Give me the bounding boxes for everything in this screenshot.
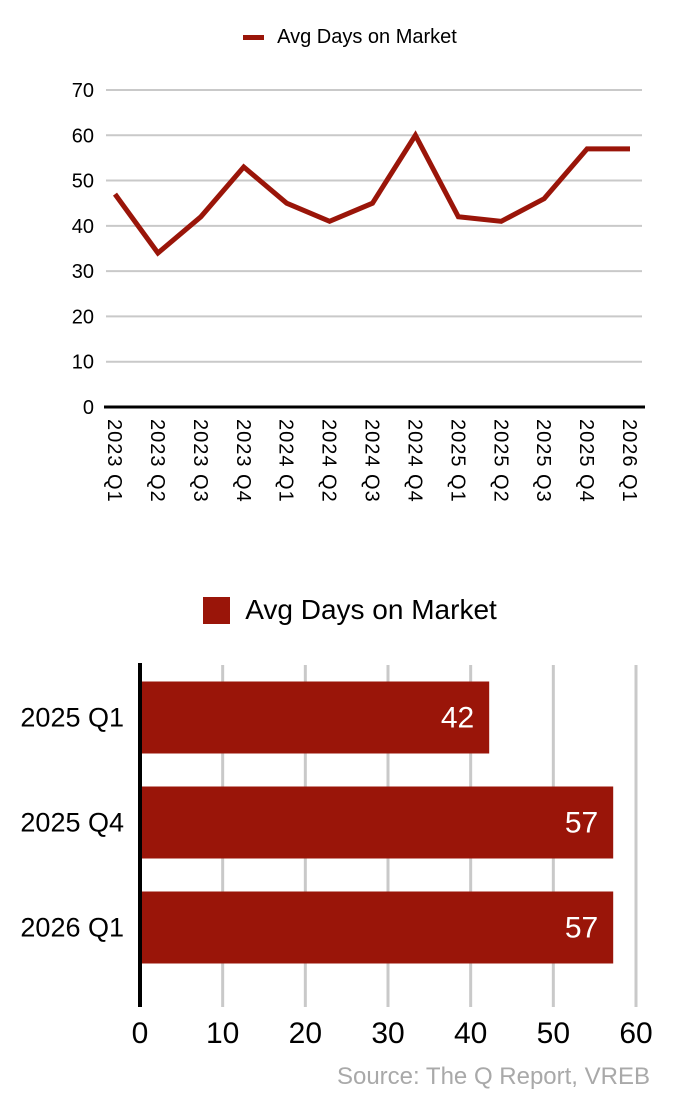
line-legend-swatch-icon [243,35,265,40]
x-tick-label: 2023 Q4 [232,419,254,503]
y-tick-label: 30 [72,261,94,283]
x-tick-label: 2024 Q4 [403,419,425,503]
x-tick-label: 2024 Q2 [318,419,340,503]
x-tick-label: 30 [371,1017,404,1050]
bar [142,786,614,859]
y-tick-label: 10 [72,352,94,374]
x-tick-label: 2026 Q1 [618,419,640,503]
bar-legend-label: Avg Days on Market [245,594,497,625]
line-chart: 0 10 20 30 40 50 60 70 2023 Q1 2023 Q2 2023 Q3 2023… [72,80,645,503]
bar-chart: 42 2025 Q1 57 2025 Q4 57 2026 Q1 0 10 20 30 40 50 60 [20,663,653,1050]
x-tick-label: 40 [454,1017,487,1050]
bar-value-label: 57 [565,807,598,840]
y-tick-label: 0 [83,397,94,419]
x-tick-label: 20 [289,1017,322,1050]
bar-value-label: 42 [441,702,474,735]
line-legend-label: Avg Days on Market [277,26,457,48]
y-tick-label: 50 [72,171,94,193]
y-tick-label: 40 [72,216,94,238]
x-tick-label: 2025 Q2 [489,419,511,503]
y-tick-label: 60 [72,125,94,147]
bar-category-label: 2025 Q1 [20,703,124,733]
y-tick-label: 20 [72,306,94,328]
x-tick-label: 50 [537,1017,570,1050]
x-tick-label: 2025 Q3 [532,419,554,503]
y-tick-label: 70 [72,80,94,102]
x-tick-label: 2024 Q3 [361,419,383,503]
line-series-path [112,130,630,257]
bar [142,891,614,964]
x-tick-label: 2025 Q1 [446,419,468,503]
x-tick-label: 10 [206,1017,239,1050]
bar-category-label: 2025 Q4 [20,808,124,838]
line-chart-legend: Avg Days on Market [0,26,700,49]
x-tick-label: 60 [619,1017,652,1050]
x-tick-label: 0 [132,1017,149,1050]
bar [142,681,490,754]
bar-value-label: 57 [565,912,598,945]
x-tick-label: 2024 Q1 [275,419,297,503]
bar-chart-legend: Avg Days on Market [0,594,700,626]
bar-legend-swatch-icon [203,596,231,624]
x-tick-label: 2025 Q4 [575,419,597,503]
x-tick-label: 2023 Q3 [189,419,211,503]
x-tick-label: 2023 Q2 [146,419,168,503]
bar-category-label: 2026 Q1 [20,913,124,943]
source-note: Source: The Q Report, VREB [336,1063,650,1090]
x-tick-label: 2023 Q1 [103,419,125,503]
